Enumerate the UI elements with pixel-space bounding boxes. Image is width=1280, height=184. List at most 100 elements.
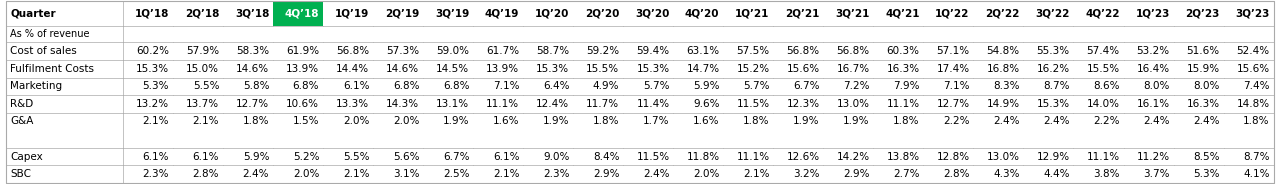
- Bar: [873, 148, 923, 165]
- Bar: [723, 148, 773, 165]
- Text: 2Q’21: 2Q’21: [785, 8, 819, 18]
- Bar: [424, 165, 474, 183]
- Text: 2Q’18: 2Q’18: [184, 8, 219, 18]
- Bar: [323, 113, 372, 130]
- Bar: [173, 42, 223, 60]
- Bar: [474, 148, 524, 165]
- Bar: [173, 165, 223, 183]
- Bar: [1124, 26, 1174, 42]
- Bar: [573, 95, 623, 113]
- Bar: [873, 42, 923, 60]
- Text: R&D: R&D: [10, 99, 33, 109]
- Bar: [773, 165, 823, 183]
- Bar: [1124, 77, 1174, 95]
- Bar: [873, 77, 923, 95]
- Bar: [1024, 26, 1074, 42]
- Bar: [273, 42, 323, 60]
- Text: 4.4%: 4.4%: [1043, 169, 1070, 179]
- Bar: [6, 113, 123, 130]
- Bar: [873, 130, 923, 148]
- Bar: [372, 1, 424, 26]
- Bar: [223, 42, 273, 60]
- Bar: [1224, 95, 1274, 113]
- Text: 2.8%: 2.8%: [193, 169, 219, 179]
- Text: 4.1%: 4.1%: [1243, 169, 1270, 179]
- Bar: [1224, 26, 1274, 42]
- Bar: [1074, 113, 1124, 130]
- Bar: [1174, 77, 1224, 95]
- Text: 6.1%: 6.1%: [142, 152, 169, 162]
- Bar: [573, 26, 623, 42]
- Bar: [323, 130, 372, 148]
- Text: 13.3%: 13.3%: [337, 99, 369, 109]
- Text: 2.0%: 2.0%: [293, 169, 319, 179]
- Text: 16.7%: 16.7%: [836, 64, 869, 74]
- Text: 59.4%: 59.4%: [636, 46, 669, 56]
- Bar: [973, 95, 1024, 113]
- Bar: [424, 148, 474, 165]
- Text: Cost of sales: Cost of sales: [10, 46, 77, 56]
- Bar: [6, 77, 123, 95]
- Bar: [372, 77, 424, 95]
- Bar: [923, 60, 973, 77]
- Bar: [1174, 113, 1224, 130]
- Bar: [773, 113, 823, 130]
- Bar: [474, 113, 524, 130]
- Text: 1.9%: 1.9%: [794, 116, 819, 126]
- Text: 2Q’22: 2Q’22: [986, 8, 1020, 18]
- Text: 16.4%: 16.4%: [1137, 64, 1170, 74]
- Text: 1.6%: 1.6%: [692, 116, 719, 126]
- Text: Quarter: Quarter: [10, 8, 56, 18]
- Text: As % of revenue: As % of revenue: [10, 29, 90, 39]
- Text: 57.9%: 57.9%: [186, 46, 219, 56]
- Bar: [6, 95, 123, 113]
- Bar: [372, 95, 424, 113]
- Bar: [723, 1, 773, 26]
- Bar: [524, 42, 573, 60]
- Text: 3.7%: 3.7%: [1143, 169, 1170, 179]
- Text: 5.9%: 5.9%: [243, 152, 269, 162]
- Text: 16.1%: 16.1%: [1137, 99, 1170, 109]
- Bar: [873, 60, 923, 77]
- Text: 2.9%: 2.9%: [844, 169, 869, 179]
- Text: 15.3%: 15.3%: [1037, 99, 1070, 109]
- Text: 9.6%: 9.6%: [692, 99, 719, 109]
- Bar: [372, 60, 424, 77]
- Text: 6.1%: 6.1%: [193, 152, 219, 162]
- Text: 6.8%: 6.8%: [443, 81, 470, 91]
- Text: 59.0%: 59.0%: [436, 46, 470, 56]
- Text: 6.1%: 6.1%: [343, 81, 369, 91]
- Bar: [1174, 130, 1224, 148]
- Bar: [573, 165, 623, 183]
- Bar: [673, 130, 723, 148]
- Text: 6.4%: 6.4%: [543, 81, 570, 91]
- Bar: [1224, 77, 1274, 95]
- Bar: [223, 95, 273, 113]
- Bar: [323, 95, 372, 113]
- Bar: [424, 60, 474, 77]
- Bar: [773, 77, 823, 95]
- Text: 6.7%: 6.7%: [443, 152, 470, 162]
- Bar: [673, 60, 723, 77]
- Bar: [973, 1, 1024, 26]
- Text: 11.5%: 11.5%: [636, 152, 669, 162]
- Bar: [1124, 130, 1174, 148]
- Bar: [6, 130, 123, 148]
- Text: 5.7%: 5.7%: [643, 81, 669, 91]
- Bar: [773, 60, 823, 77]
- Text: 13.7%: 13.7%: [186, 99, 219, 109]
- Text: 2.0%: 2.0%: [393, 116, 420, 126]
- Bar: [823, 95, 873, 113]
- Text: 14.6%: 14.6%: [236, 64, 269, 74]
- Text: 2Q’20: 2Q’20: [585, 8, 620, 18]
- Text: 56.8%: 56.8%: [337, 46, 369, 56]
- Bar: [173, 148, 223, 165]
- Bar: [1024, 60, 1074, 77]
- Text: 8.7%: 8.7%: [1243, 152, 1270, 162]
- Bar: [1074, 77, 1124, 95]
- Bar: [1074, 95, 1124, 113]
- Text: 2.0%: 2.0%: [343, 116, 369, 126]
- Bar: [723, 60, 773, 77]
- Bar: [273, 26, 323, 42]
- Text: 14.6%: 14.6%: [387, 64, 420, 74]
